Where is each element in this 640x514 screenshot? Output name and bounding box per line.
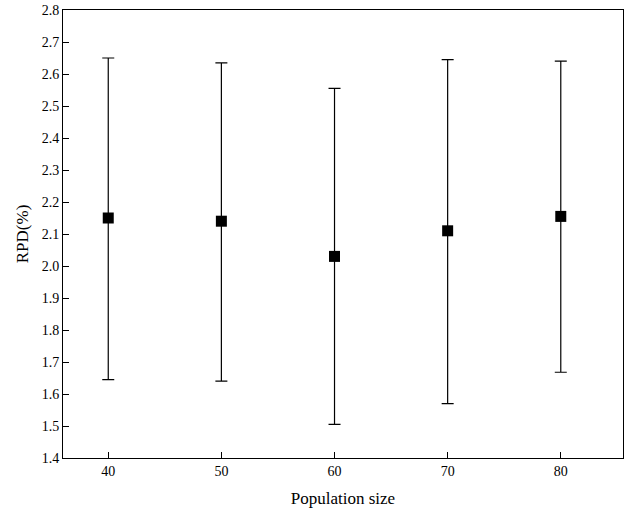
svg-text:2.6: 2.6	[42, 67, 60, 82]
svg-text:1.5: 1.5	[42, 419, 60, 434]
svg-text:80: 80	[554, 464, 568, 479]
svg-text:70: 70	[441, 464, 455, 479]
svg-text:2.8: 2.8	[42, 3, 60, 18]
svg-text:40: 40	[101, 464, 115, 479]
svg-text:2.1: 2.1	[42, 227, 60, 242]
svg-text:1.4: 1.4	[42, 451, 60, 466]
svg-text:2.0: 2.0	[42, 259, 60, 274]
svg-text:2.3: 2.3	[42, 163, 60, 178]
svg-text:1.9: 1.9	[42, 291, 60, 306]
svg-text:50: 50	[214, 464, 228, 479]
svg-text:2.4: 2.4	[42, 131, 60, 146]
svg-text:2.5: 2.5	[42, 99, 60, 114]
svg-text:1.8: 1.8	[42, 323, 60, 338]
svg-text:Population size: Population size	[291, 489, 395, 508]
svg-text:1.7: 1.7	[42, 355, 60, 370]
svg-text:2.7: 2.7	[42, 35, 60, 50]
svg-text:60: 60	[328, 464, 342, 479]
svg-text:2.2: 2.2	[42, 195, 60, 210]
svg-text:1.6: 1.6	[42, 387, 60, 402]
svg-text:RPD(%): RPD(%)	[13, 205, 32, 264]
